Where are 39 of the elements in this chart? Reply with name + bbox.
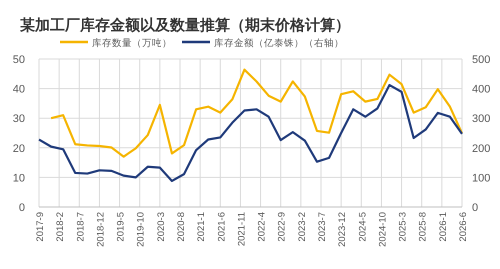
- y-tick-label: 40: [12, 84, 25, 96]
- x-tick-label: 2018-12: [95, 212, 106, 247]
- x-tick-label: 2025-8: [418, 212, 429, 242]
- x-tick-label: 2024-10: [377, 212, 388, 247]
- y2-tick-label: 100: [472, 172, 490, 184]
- x-tick-label: 2022-9: [276, 212, 288, 242]
- y2-tick-label: 300: [472, 113, 490, 126]
- x-tick-label: 2023-7: [317, 212, 328, 242]
- line-series: [50, 68, 464, 158]
- x-tick-label: 2019-10: [136, 212, 147, 247]
- x-tick-label: 2023-12: [337, 212, 348, 247]
- x-tick-label: 2026-1: [438, 212, 449, 242]
- x-tick-label: 2021-6: [216, 212, 228, 242]
- chart-title: 某加工厂库存金额以及数量推算（期末价格计算）: [19, 16, 350, 34]
- y-tick-label: 0: [18, 202, 25, 214]
- x-tick-label: 2019-5: [116, 212, 127, 242]
- y-tick-label: 50: [12, 54, 25, 66]
- y2-tick-label: 200: [472, 142, 490, 155]
- x-tick-label: 2026-6: [458, 212, 469, 242]
- x-tick-label: 2021-1: [196, 212, 208, 242]
- x-tick-label: 2018-2: [55, 212, 66, 242]
- legend-label: 库存金额（亿泰铢）（右轴）: [214, 37, 344, 49]
- x-tick-label: 2024-5: [357, 212, 368, 242]
- line-series: [38, 84, 464, 182]
- y-tick-label: 20: [12, 142, 25, 155]
- x-tick-label: 2025-3: [398, 212, 409, 242]
- legend-label: 库存数量（万吨）: [92, 37, 172, 49]
- y-tick-label: 10: [12, 172, 25, 184]
- x-tick-label: 2018-7: [75, 212, 86, 242]
- y2-tick-label: 500: [472, 54, 490, 66]
- x-tick-label: 2023-2: [296, 212, 308, 242]
- x-tick-label: 2020-8: [176, 212, 187, 242]
- x-tick-label: 2020-3: [156, 212, 167, 242]
- x-tick-label: 2021-11: [236, 212, 248, 246]
- y2-tick-label: 400: [472, 84, 490, 96]
- x-tick-label: 2022-4: [256, 212, 268, 242]
- y-tick-label: 30: [12, 113, 25, 126]
- y2-tick-label: 0: [472, 202, 478, 214]
- x-tick-label: 2017-9: [35, 212, 46, 242]
